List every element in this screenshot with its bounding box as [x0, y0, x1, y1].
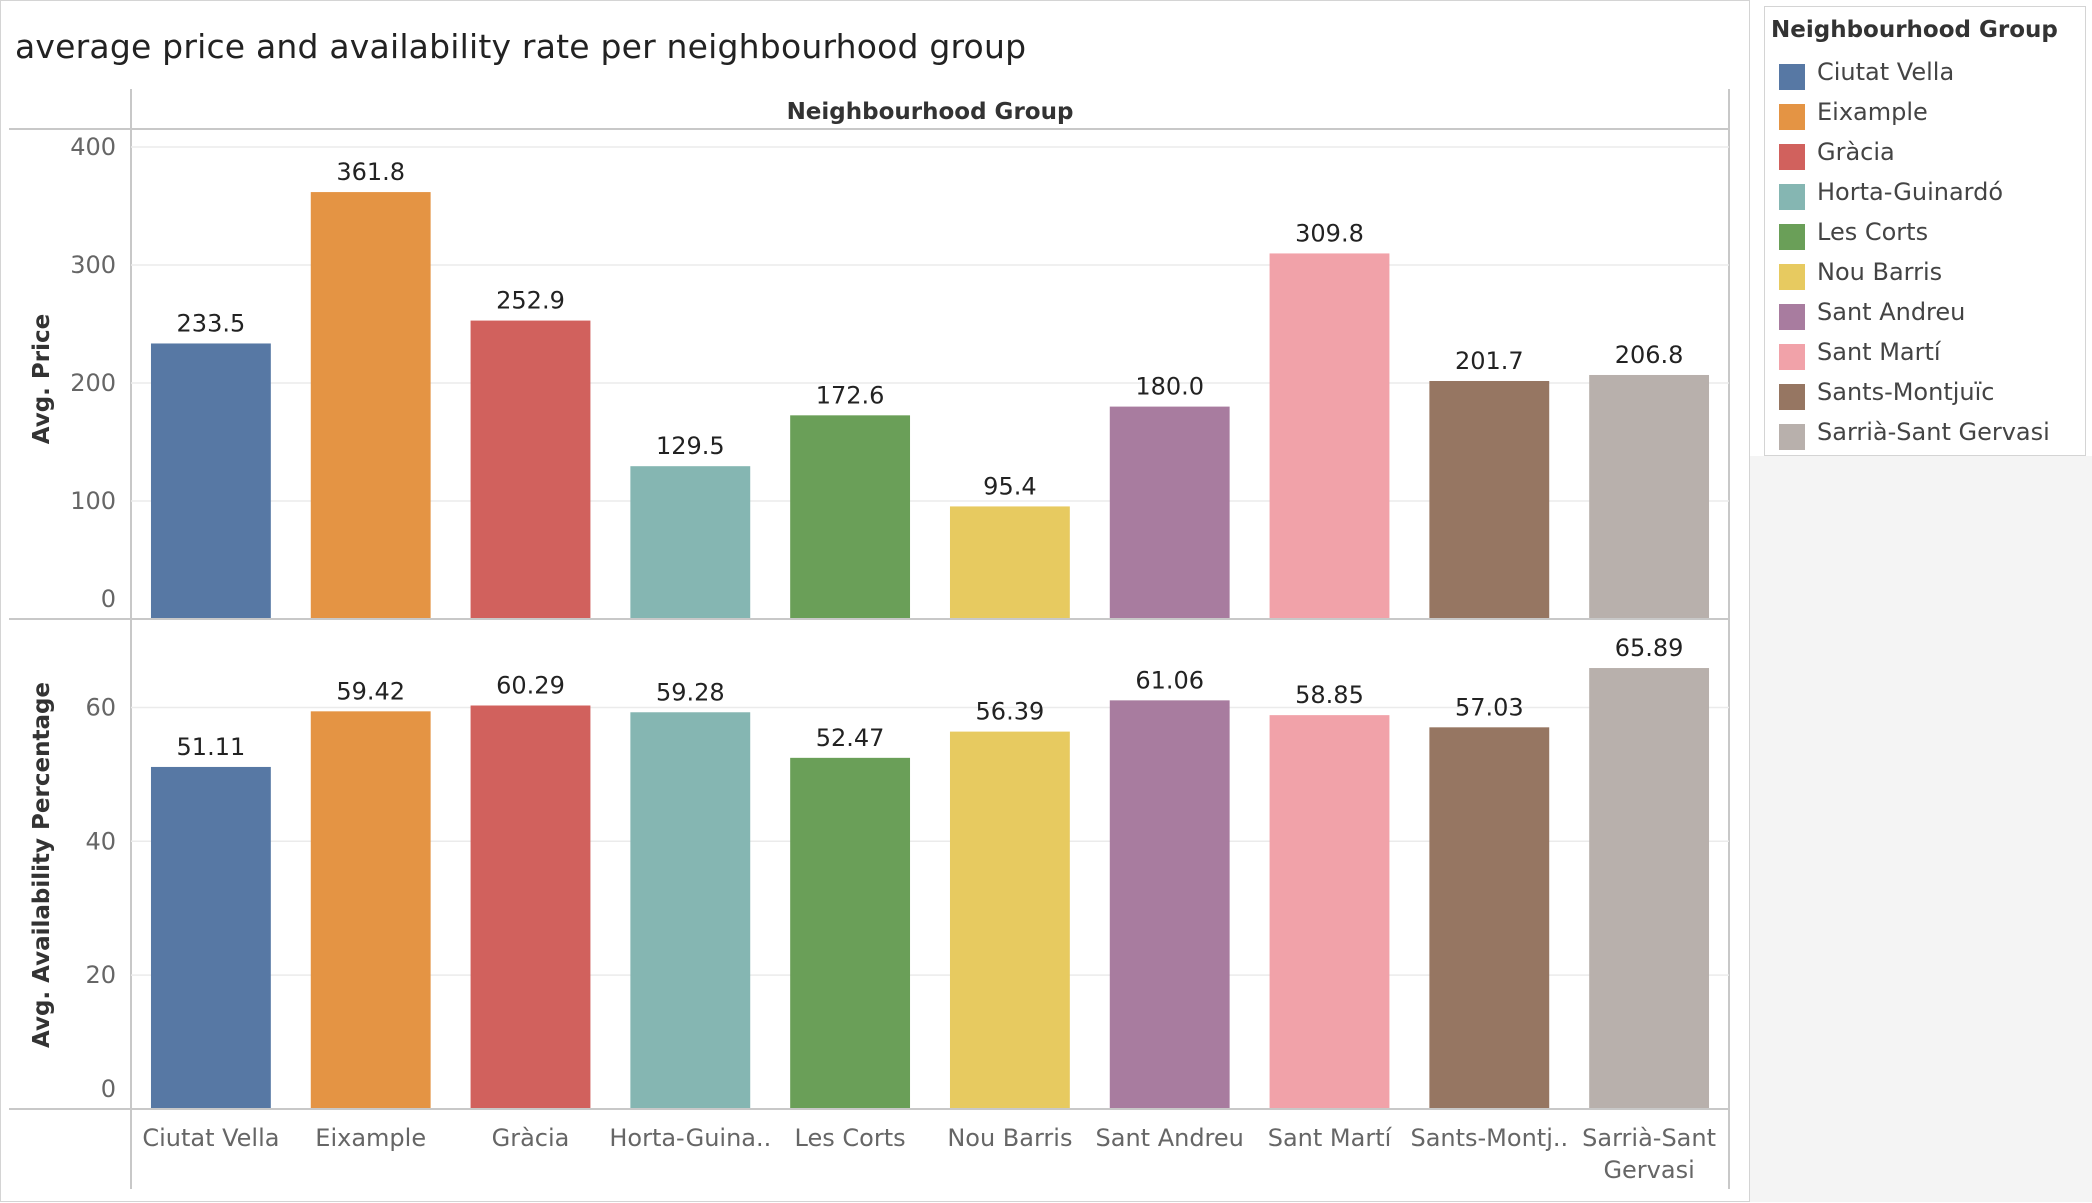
bar-price — [1429, 380, 1550, 619]
legend-label: Les Corts — [1817, 218, 1929, 246]
data-label: 60.29 — [496, 672, 565, 700]
data-label: 52.47 — [816, 724, 885, 752]
x-tick-label: Sant Andreu — [1096, 1124, 1244, 1152]
data-label: 65.89 — [1615, 634, 1684, 662]
legend-item-horta-guinardo[interactable]: Horta-Guinardó — [1779, 175, 2079, 215]
data-label: 58.85 — [1295, 681, 1364, 709]
x-tick-label: Ciutat Vella — [142, 1124, 279, 1152]
bar-price — [1269, 253, 1390, 619]
bar-price — [790, 415, 911, 619]
legend-label: Sarrià-Sant Gervasi — [1817, 418, 2050, 446]
x-tick-label: Sants-Montj.. — [1410, 1124, 1568, 1152]
legend-item-gracia[interactable]: Gràcia — [1779, 135, 2079, 175]
legend-swatch — [1779, 304, 1805, 330]
legend-label: Sant Andreu — [1817, 298, 1966, 326]
y-tick-label: 40 — [85, 827, 116, 855]
data-label: 59.28 — [656, 678, 725, 706]
legend-label: Eixample — [1817, 98, 1928, 126]
legend-swatch — [1779, 264, 1805, 290]
legend-item-eixample[interactable]: Eixample — [1779, 95, 2079, 135]
bar-price — [1109, 406, 1230, 619]
data-label: 51.11 — [177, 733, 246, 761]
bar-availability — [949, 731, 1070, 1109]
legend-item-les-corts[interactable]: Les Corts — [1779, 215, 2079, 255]
worksheet: average price and availability rate per … — [0, 0, 1750, 1202]
y-tick-label: 300 — [70, 251, 116, 279]
legend-swatch — [1779, 424, 1805, 450]
legend-item-nou-barris[interactable]: Nou Barris — [1779, 255, 2079, 295]
column-header: Neighbourhood Group — [787, 99, 1074, 125]
legend-swatch — [1779, 104, 1805, 130]
bar-price — [949, 506, 1070, 619]
bar-availability — [470, 705, 591, 1109]
data-label: 309.8 — [1295, 219, 1364, 247]
legend-title: Neighbourhood Group — [1771, 17, 2058, 43]
legend-item-ciutat-vella[interactable]: Ciutat Vella — [1779, 55, 2079, 95]
legend-swatch — [1779, 224, 1805, 250]
x-tick-label: Nou Barris — [947, 1124, 1072, 1152]
legend-swatch — [1779, 64, 1805, 90]
bar-availability — [790, 757, 911, 1109]
data-label: 95.4 — [983, 472, 1036, 500]
data-label: 57.03 — [1455, 693, 1524, 721]
bar-availability — [1429, 727, 1550, 1109]
x-tick-label: Les Corts — [795, 1124, 906, 1152]
data-label: 61.06 — [1135, 666, 1204, 694]
data-label: 59.42 — [336, 677, 405, 705]
bar-price — [150, 343, 271, 619]
legend-item-sants-montjuic[interactable]: Sants-Montjuïc — [1779, 375, 2079, 415]
data-label: 180.0 — [1135, 373, 1204, 401]
bar-availability — [150, 766, 271, 1109]
data-label: 252.9 — [496, 287, 565, 315]
bar-availability — [1589, 668, 1710, 1109]
legend-label: Ciutat Vella — [1817, 58, 1955, 86]
legend-swatch — [1779, 384, 1805, 410]
y-tick-label: 200 — [70, 369, 116, 397]
bar-price — [470, 320, 591, 619]
data-label: 206.8 — [1615, 341, 1684, 369]
legend-label: Sant Martí — [1817, 338, 1941, 366]
data-label: 129.5 — [656, 432, 725, 460]
chart-title: average price and availability rate per … — [15, 27, 1027, 66]
bar-price — [310, 192, 431, 620]
x-tick-label: Gràcia — [492, 1124, 570, 1152]
bar-availability — [630, 712, 751, 1109]
y-tick-label: 0 — [101, 585, 116, 613]
y-axis-title: Avg. Price — [29, 314, 55, 445]
side-panel-background — [1750, 456, 2092, 1202]
y-tick-label: 0 — [101, 1075, 116, 1103]
bar-price — [630, 466, 751, 619]
legend-swatch — [1779, 184, 1805, 210]
legend-item-sant-andreu[interactable]: Sant Andreu — [1779, 295, 2079, 335]
x-tick-label: Gervasi — [1603, 1156, 1694, 1184]
legend-item-sarria-sant-gervasi[interactable]: Sarrià-Sant Gervasi — [1779, 415, 2079, 455]
y-tick-label: 60 — [85, 693, 116, 721]
x-tick-label: Sant Martí — [1268, 1124, 1393, 1152]
legend-label: Gràcia — [1817, 138, 1895, 166]
legend-label: Nou Barris — [1817, 258, 1943, 286]
y-axis-title: Avg. Availability Percentage — [29, 682, 55, 1048]
y-tick-label: 20 — [85, 961, 116, 989]
bar-availability — [1109, 700, 1230, 1109]
color-legend: Neighbourhood Group Ciutat Vella Eixampl… — [1764, 6, 2086, 456]
y-tick-label: 100 — [70, 487, 116, 515]
x-tick-label: Eixample — [315, 1124, 426, 1152]
legend-label: Horta-Guinardó — [1817, 178, 2004, 206]
bar-chart: Neighbourhood Group0100200300400233.5361… — [9, 89, 1730, 1189]
legend-item-sant-marti[interactable]: Sant Martí — [1779, 335, 2079, 375]
y-tick-label: 400 — [70, 133, 116, 161]
data-label: 361.8 — [336, 158, 405, 186]
bar-availability — [1269, 715, 1390, 1109]
legend-swatch — [1779, 144, 1805, 170]
data-label: 233.5 — [177, 309, 246, 337]
x-tick-label: Sarrià-Sant — [1582, 1124, 1716, 1152]
legend-label: Sants-Montjuïc — [1817, 378, 1995, 406]
bar-availability — [310, 711, 431, 1109]
data-label: 172.6 — [816, 381, 885, 409]
x-tick-label: Horta-Guina.. — [609, 1124, 771, 1152]
data-label: 56.39 — [976, 698, 1045, 726]
data-label: 201.7 — [1455, 347, 1524, 375]
legend-swatch — [1779, 344, 1805, 370]
bar-price — [1589, 374, 1710, 619]
